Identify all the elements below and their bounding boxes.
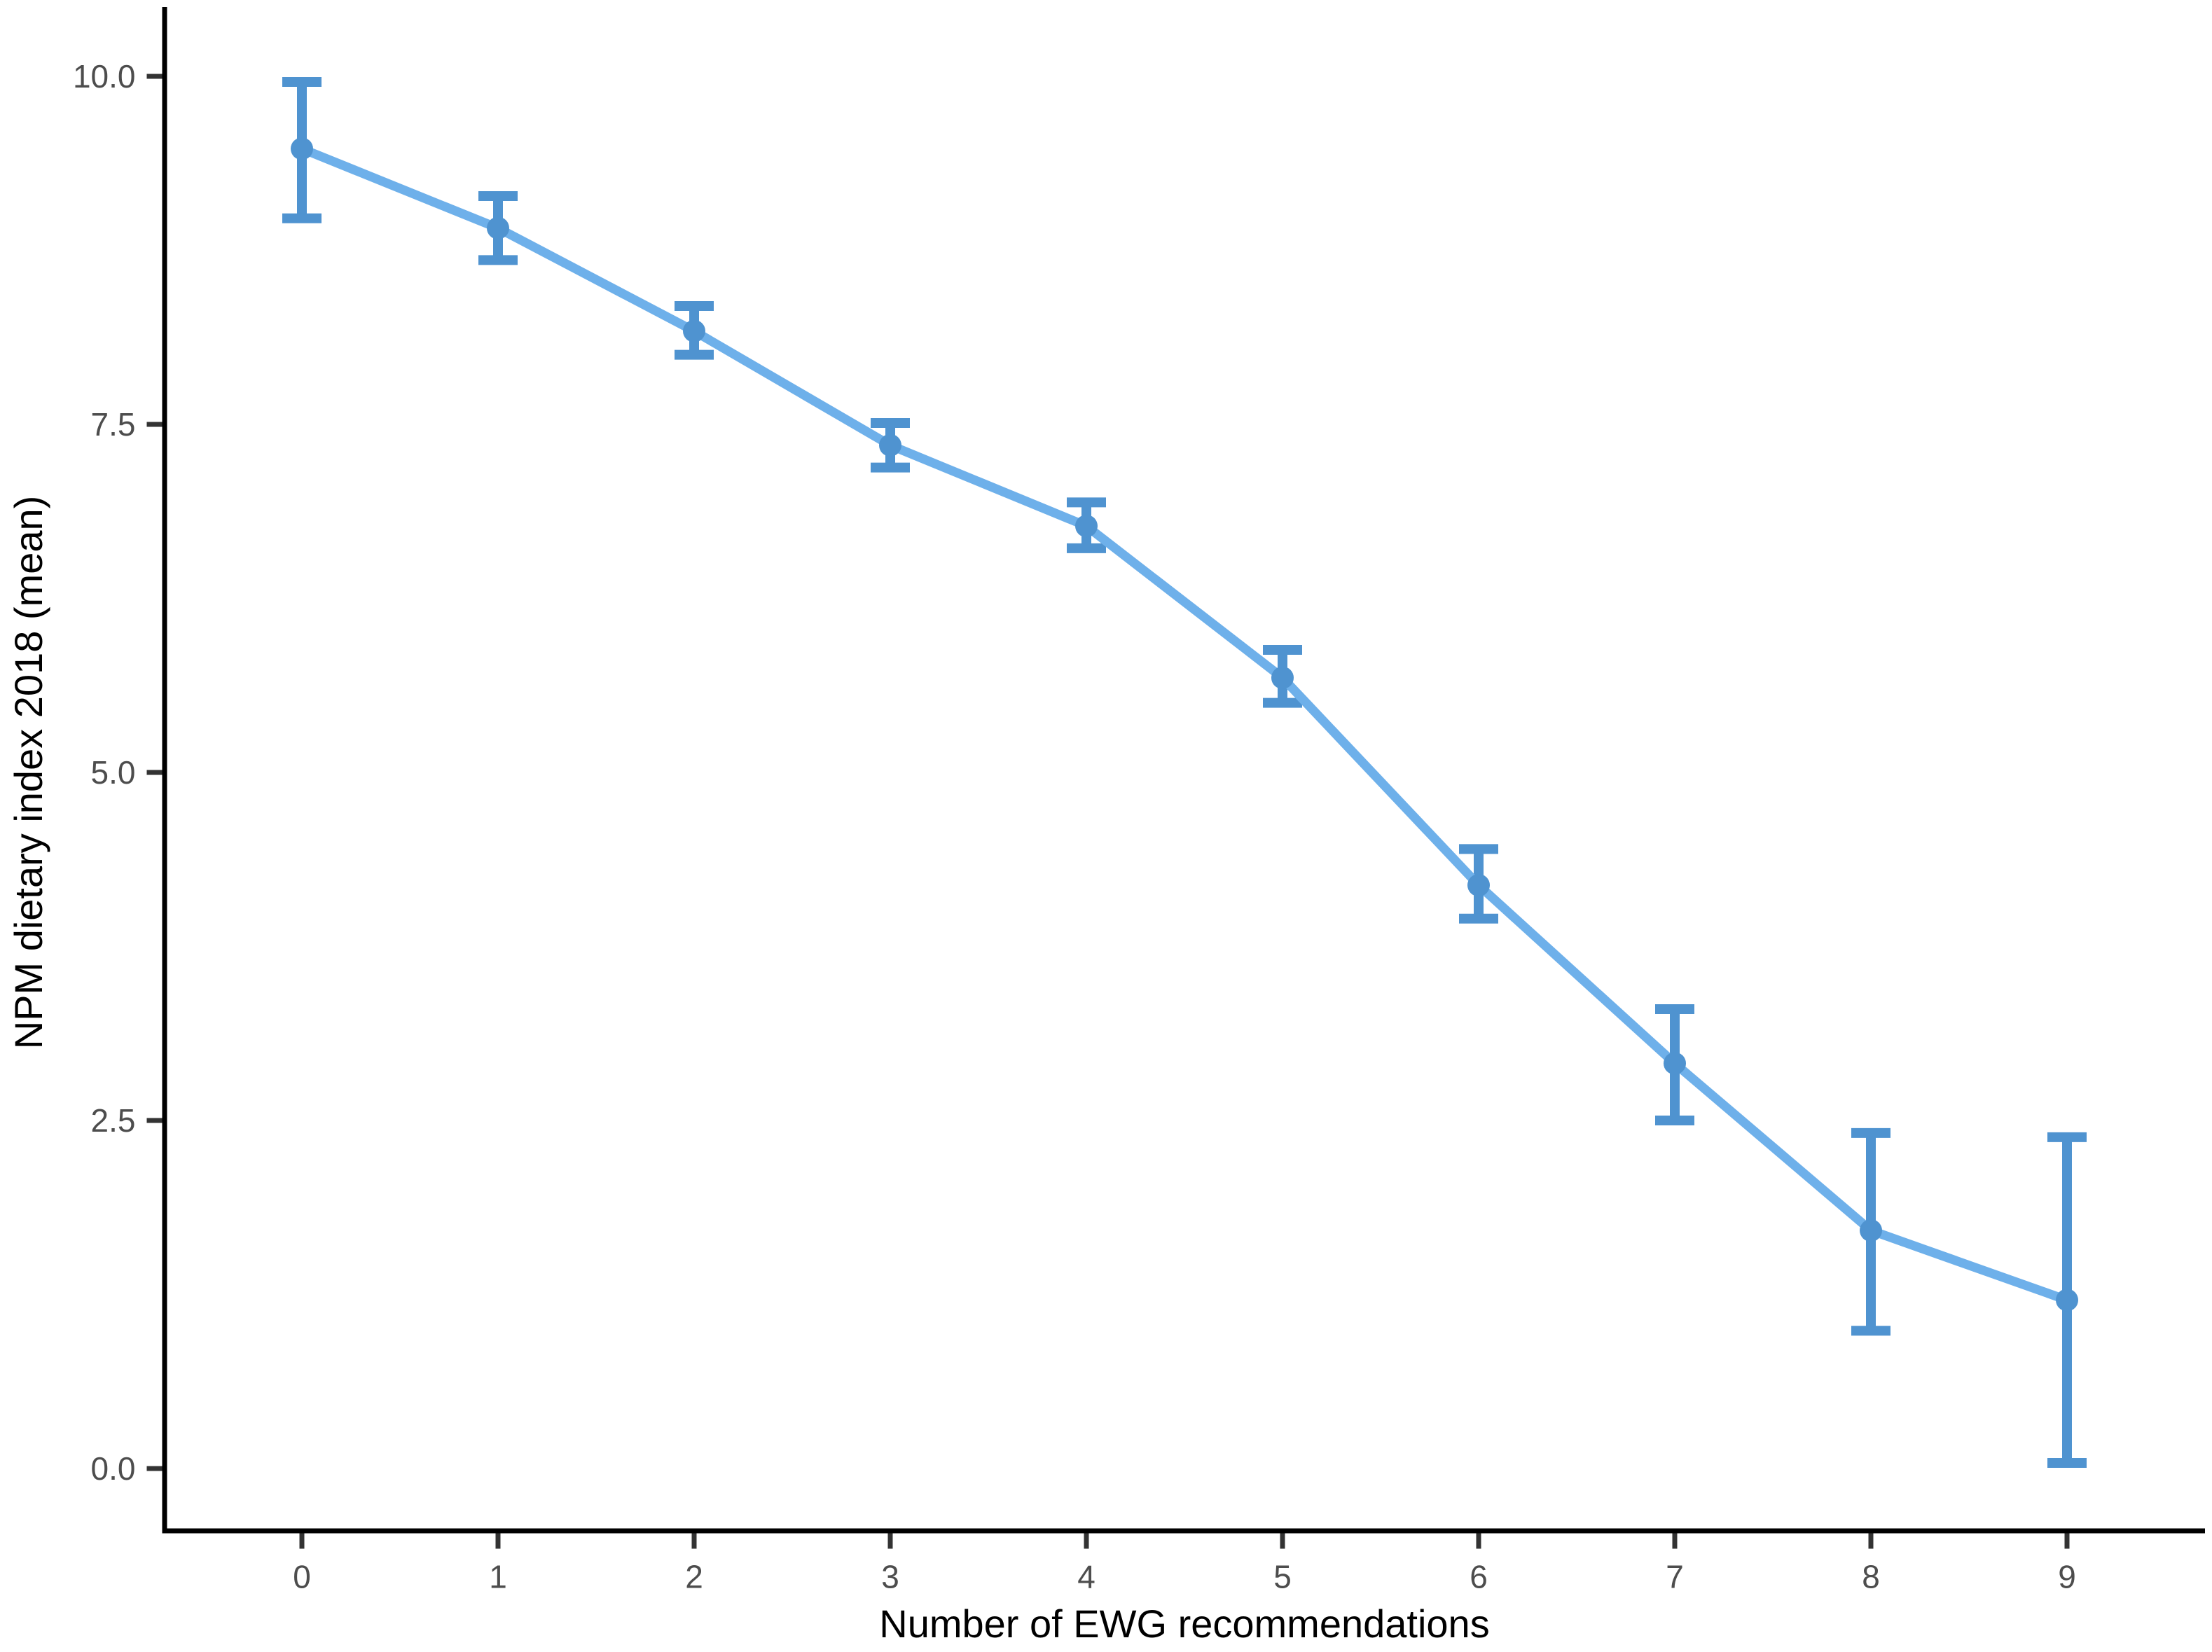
y-tick-label: 2.5 — [91, 1102, 136, 1139]
x-axis-title: Number of EWG recommendations — [879, 1602, 1489, 1646]
data-point — [1467, 874, 1490, 897]
y-tick-label: 7.5 — [91, 406, 136, 443]
y-tick-label: 0.0 — [91, 1450, 136, 1487]
data-point — [1075, 515, 1098, 538]
x-tick-label: 4 — [1077, 1559, 1095, 1595]
data-point — [2056, 1289, 2078, 1312]
y-tick-label: 10.0 — [73, 58, 136, 95]
plot-area: 0.0 2.5 5.0 7.5 10.0 0 1 2 3 4 5 6 7 8 9 — [73, 7, 2205, 1595]
y-tick-label: 5.0 — [91, 754, 136, 791]
data-point — [1664, 1052, 1686, 1075]
data-point — [291, 137, 313, 160]
x-tick-label: 6 — [1470, 1559, 1488, 1595]
x-tick-label: 9 — [2058, 1559, 2076, 1595]
data-point — [879, 433, 901, 457]
data-point — [683, 319, 705, 342]
x-tick-label: 2 — [685, 1559, 703, 1595]
x-tick-label: 0 — [293, 1559, 311, 1595]
x-tick-label: 1 — [489, 1559, 507, 1595]
data-point — [1271, 666, 1294, 689]
x-tick-label: 5 — [1273, 1559, 1292, 1595]
data-point — [487, 216, 509, 240]
data-point — [1860, 1219, 1882, 1242]
x-tick-label: 7 — [1666, 1559, 1684, 1595]
y-axis-title: NPM dietary index 2018 (mean) — [6, 496, 50, 1050]
trend-line — [300, 144, 2069, 1305]
x-tick-label: 8 — [1862, 1559, 1880, 1595]
x-tick-label: 3 — [881, 1559, 899, 1595]
